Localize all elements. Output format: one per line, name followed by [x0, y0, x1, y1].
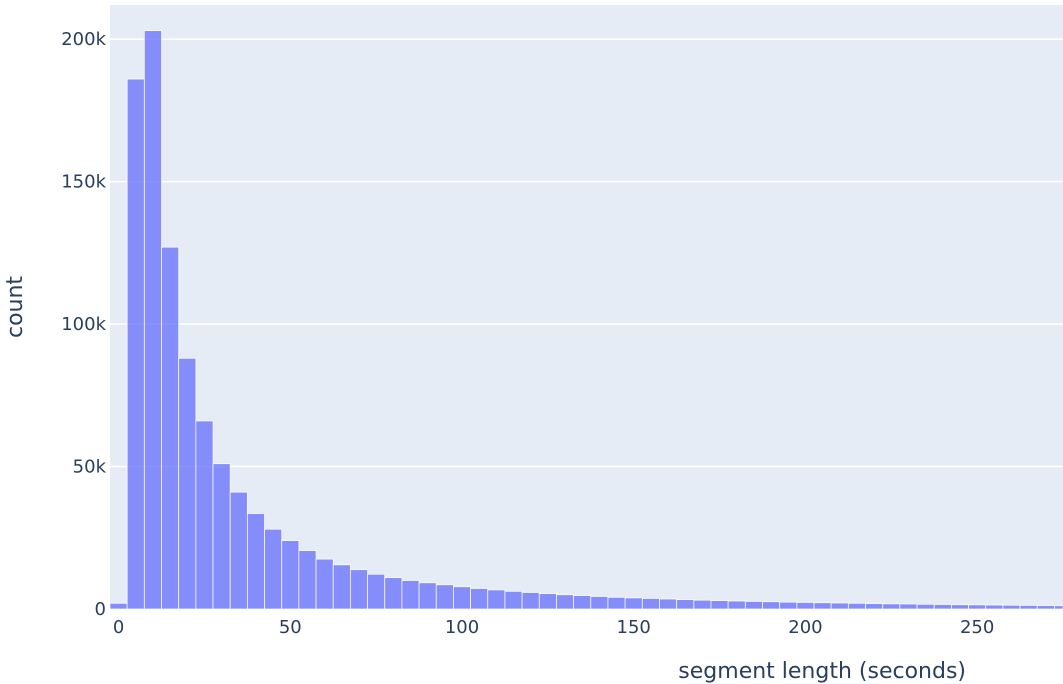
histogram-bar	[349, 569, 368, 610]
histogram-bar	[950, 604, 969, 610]
histogram-bar	[1036, 605, 1055, 610]
x-tick-label: 100	[445, 617, 479, 638]
histogram-bar	[659, 598, 678, 610]
histogram-bar	[298, 550, 317, 610]
y-axis-title: count	[3, 276, 28, 338]
histogram-bar	[762, 601, 781, 610]
histogram-bar	[796, 602, 815, 610]
histogram-bar	[521, 592, 540, 610]
histogram-bar	[727, 600, 746, 610]
histogram-bar	[779, 601, 798, 610]
y-tick-label: 150k	[61, 172, 106, 193]
histogram-bar	[1002, 604, 1021, 610]
histogram-bar	[143, 30, 162, 610]
y-tick-label: 200k	[61, 29, 106, 50]
histogram-bar	[641, 598, 660, 610]
histogram-bar	[453, 586, 471, 610]
histogram-bar	[384, 577, 403, 610]
histogram-bar	[315, 558, 334, 610]
histogram-bar	[865, 603, 884, 610]
histogram-bar	[195, 420, 214, 610]
histogram-bar	[676, 599, 695, 610]
histogram-bar	[538, 593, 557, 610]
histogram-bar	[607, 596, 626, 610]
histogram-bar	[1054, 605, 1063, 610]
histogram-bar	[126, 78, 145, 610]
histogram-bar	[487, 589, 506, 610]
histogram-bar	[556, 594, 575, 610]
histogram-bar	[968, 604, 987, 610]
y-tick-label: 100k	[61, 314, 106, 335]
x-tick-label: 50	[279, 617, 302, 638]
y-tick-label: 0	[95, 599, 106, 620]
histogram-bar	[744, 601, 763, 610]
plot-background	[110, 5, 1063, 609]
histogram-bar	[264, 528, 283, 610]
histogram-bar	[933, 604, 952, 610]
histogram-bar	[985, 604, 1004, 610]
histogram-bar	[418, 582, 437, 610]
histogram-bar	[813, 602, 832, 610]
x-tick-label: 150	[617, 617, 651, 638]
histogram-bar	[178, 357, 197, 610]
histogram-bar	[435, 584, 454, 610]
x-axis-ticks: 0 50 100 150 200 250	[113, 617, 994, 638]
x-axis-title: segment length (seconds)	[678, 659, 966, 684]
histogram-bar	[470, 588, 489, 610]
histogram-bar	[693, 599, 712, 610]
histogram-bar	[504, 590, 523, 610]
x-tick-label: 250	[960, 617, 994, 638]
bars	[109, 30, 1063, 610]
histogram-bar	[332, 564, 351, 610]
histogram-bar	[401, 580, 420, 610]
histogram-bar	[161, 246, 180, 610]
x-tick-label: 0	[113, 617, 124, 638]
y-tick-label: 50k	[73, 457, 107, 478]
histogram-bar	[109, 602, 128, 610]
histogram-bar	[710, 600, 729, 610]
histogram-bar	[229, 491, 248, 610]
histogram-bar	[590, 596, 609, 610]
histogram-bar	[847, 602, 866, 610]
histogram-bar	[882, 603, 901, 610]
histogram-bar	[367, 573, 386, 610]
y-axis-ticks: 0 50k 100k 150k 200k	[61, 29, 106, 620]
histogram-bar	[246, 513, 265, 610]
histogram-bar	[281, 540, 300, 610]
x-tick-label: 200	[788, 617, 822, 638]
gridlines	[110, 38, 1063, 468]
histogram-bar	[624, 597, 643, 610]
histogram-bar	[830, 602, 849, 610]
histogram-bar	[1019, 605, 1038, 610]
histogram-bar	[916, 603, 935, 610]
histogram-bar	[573, 595, 592, 610]
histogram-bar	[212, 463, 231, 610]
histogram-bar	[899, 603, 918, 610]
